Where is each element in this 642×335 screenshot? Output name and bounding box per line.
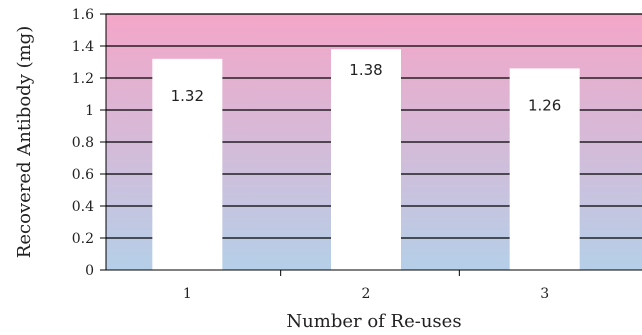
x-axis-title: Number of Re-uses [286, 311, 461, 332]
bar [509, 68, 580, 271]
data-label: 1.26 [528, 96, 561, 114]
y-axis-ticks: 0 0.2 0.4 0.6 0.8 1 1.2 1.4 1.6 [72, 7, 642, 279]
bar [152, 58, 223, 270]
y-tick-label: 0.6 [72, 167, 94, 183]
x-tick-label: 3 [540, 286, 549, 302]
y-tick-label: 1 [85, 103, 94, 119]
y-tick-label: 1.4 [72, 39, 94, 55]
x-tick-label: 2 [362, 286, 371, 302]
x-axis-ticks: 1 2 3 [183, 270, 549, 302]
y-axis-title: Recovered Antibody (mg) [14, 26, 35, 258]
y-tick-label: 0.8 [72, 135, 94, 151]
y-tick-label: 0.4 [72, 199, 94, 215]
y-tick-label: 1.2 [72, 71, 94, 87]
data-label: 1.32 [171, 87, 204, 105]
bars: 1.32 1.38 1.26 [152, 49, 580, 271]
bar [331, 49, 401, 271]
x-tick-label: 1 [183, 286, 192, 302]
y-tick-label: 0 [85, 263, 94, 279]
data-label: 1.38 [349, 61, 382, 79]
y-tick-label: 0.2 [72, 231, 94, 247]
y-tick-label: 1.6 [72, 7, 94, 23]
